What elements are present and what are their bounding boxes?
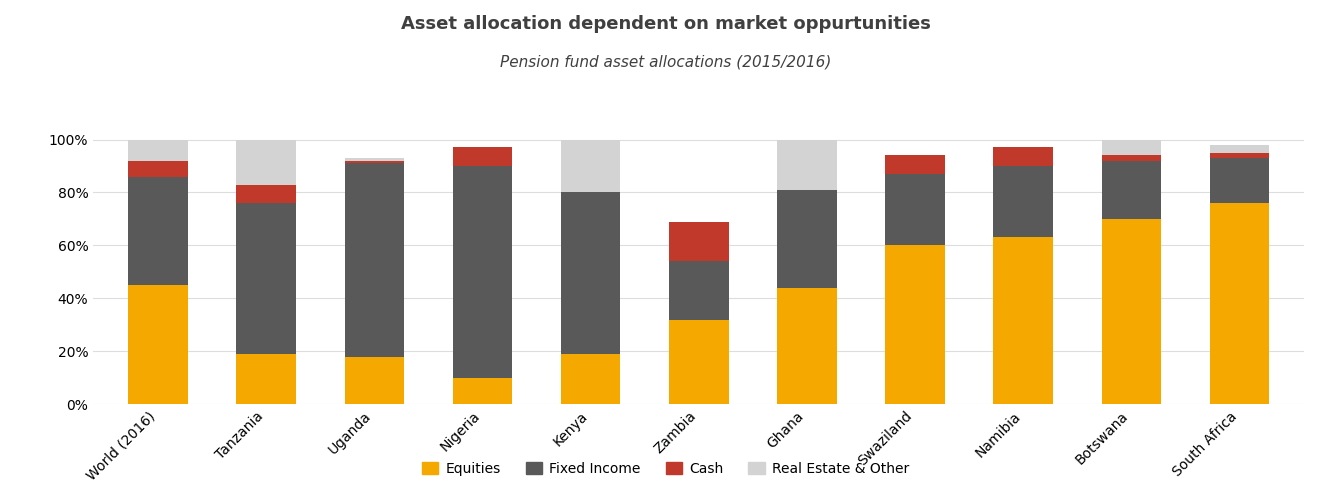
Bar xyxy=(237,203,295,354)
Bar xyxy=(777,288,837,404)
Text: Asset allocation dependent on market oppurtunities: Asset allocation dependent on market opp… xyxy=(401,15,930,33)
Bar xyxy=(453,378,512,404)
Bar xyxy=(128,176,188,285)
Bar xyxy=(993,166,1053,238)
Bar xyxy=(669,319,728,404)
Bar xyxy=(345,161,405,163)
Bar xyxy=(345,158,405,161)
Bar xyxy=(560,192,620,354)
Bar xyxy=(560,354,620,404)
Bar xyxy=(237,354,295,404)
Bar xyxy=(237,140,295,184)
Bar xyxy=(237,184,295,203)
Bar xyxy=(885,246,945,404)
Bar xyxy=(993,147,1053,166)
Bar xyxy=(128,285,188,404)
Bar xyxy=(345,356,405,404)
Bar xyxy=(1102,161,1161,219)
Bar xyxy=(128,161,188,176)
Bar xyxy=(669,221,728,261)
Bar xyxy=(1210,158,1270,203)
Bar xyxy=(345,163,405,356)
Bar xyxy=(1102,140,1161,155)
Bar xyxy=(453,166,512,378)
Bar xyxy=(777,190,837,288)
Bar xyxy=(669,261,728,319)
Legend: Equities, Fixed Income, Cash, Real Estate & Other: Equities, Fixed Income, Cash, Real Estat… xyxy=(417,456,914,481)
Bar xyxy=(1102,219,1161,404)
Bar xyxy=(1102,155,1161,161)
Text: Pension fund asset allocations (2015/2016): Pension fund asset allocations (2015/201… xyxy=(500,54,831,69)
Bar xyxy=(453,147,512,166)
Bar xyxy=(128,140,188,161)
Bar xyxy=(777,140,837,190)
Bar xyxy=(885,174,945,246)
Bar xyxy=(1210,145,1270,153)
Bar xyxy=(560,140,620,192)
Bar xyxy=(1210,153,1270,158)
Bar xyxy=(1210,203,1270,404)
Bar xyxy=(993,238,1053,404)
Bar xyxy=(885,155,945,174)
